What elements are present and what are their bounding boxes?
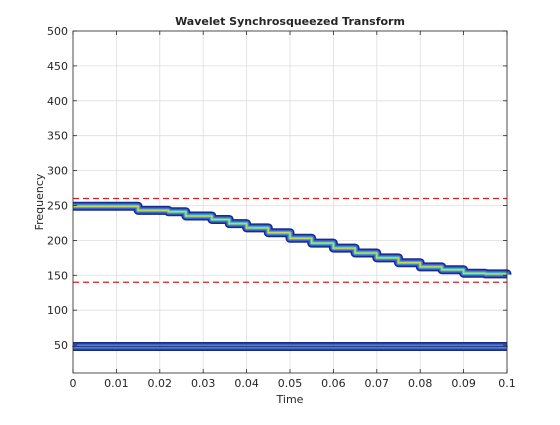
x-tick-label: 0.01	[104, 377, 129, 390]
x-tick-label: 0.08	[408, 377, 433, 390]
ridge-point	[159, 345, 161, 348]
ridge-point	[484, 273, 487, 275]
ridge-point	[310, 242, 313, 244]
y-tick-label: 450	[47, 60, 68, 73]
x-tick-label: 0.09	[451, 377, 476, 390]
y-axis-label: Frequency	[33, 173, 46, 230]
ridge-point	[211, 218, 213, 221]
ridge-point	[354, 252, 356, 254]
y-tick-label: 150	[47, 269, 68, 282]
ridge-point	[93, 205, 96, 207]
series-layer	[72, 197, 512, 351]
ridge-point	[267, 231, 270, 234]
x-tick-label: 0.05	[278, 377, 303, 390]
ridge-point	[419, 266, 422, 268]
ridge-point	[419, 345, 422, 348]
ridge-point	[332, 247, 335, 249]
y-tick-label: 100	[47, 304, 68, 317]
x-tick-label: 0.04	[234, 377, 259, 390]
x-tick-label: 0.1	[498, 377, 516, 390]
y-tick-label: 400	[47, 95, 68, 108]
x-tick-label: 0.07	[365, 377, 390, 390]
x-tick-label: 0.03	[191, 377, 216, 390]
y-tick-label: 350	[47, 130, 68, 143]
x-tick-label: 0.06	[321, 377, 346, 390]
ridge-point	[185, 215, 187, 217]
ridge-point	[441, 268, 443, 271]
ridge-point	[245, 227, 248, 229]
ridge-point	[167, 210, 170, 213]
tick-layer: 0 0.01 0.02 0.03 0.04 0.05 0.06 0.07 0.08 0.09 0.1…	[47, 25, 516, 390]
y-tick-label: 250	[47, 199, 68, 212]
ridge-point	[289, 237, 291, 240]
y-tick-label: 500	[47, 25, 68, 38]
ridge-core	[73, 205, 508, 275]
x-tick-label: 0	[70, 377, 77, 390]
ridge-point	[228, 222, 231, 225]
chart-title: Wavelet Synchrosqueezed Transform	[175, 15, 405, 28]
y-tick-label: 200	[47, 234, 68, 247]
ridge-point	[376, 257, 378, 259]
y-tick-label: 300	[47, 165, 68, 178]
ridge-point	[245, 345, 248, 348]
ridge-point	[126, 205, 129, 207]
ridge-point	[462, 272, 465, 274]
ridge-point	[397, 261, 400, 264]
y-tick-label: 50	[54, 339, 68, 352]
x-axis-label: Time	[276, 393, 304, 406]
ridge-point	[137, 209, 139, 212]
ridge-point	[332, 345, 335, 348]
x-tick-label: 0.02	[148, 377, 173, 390]
